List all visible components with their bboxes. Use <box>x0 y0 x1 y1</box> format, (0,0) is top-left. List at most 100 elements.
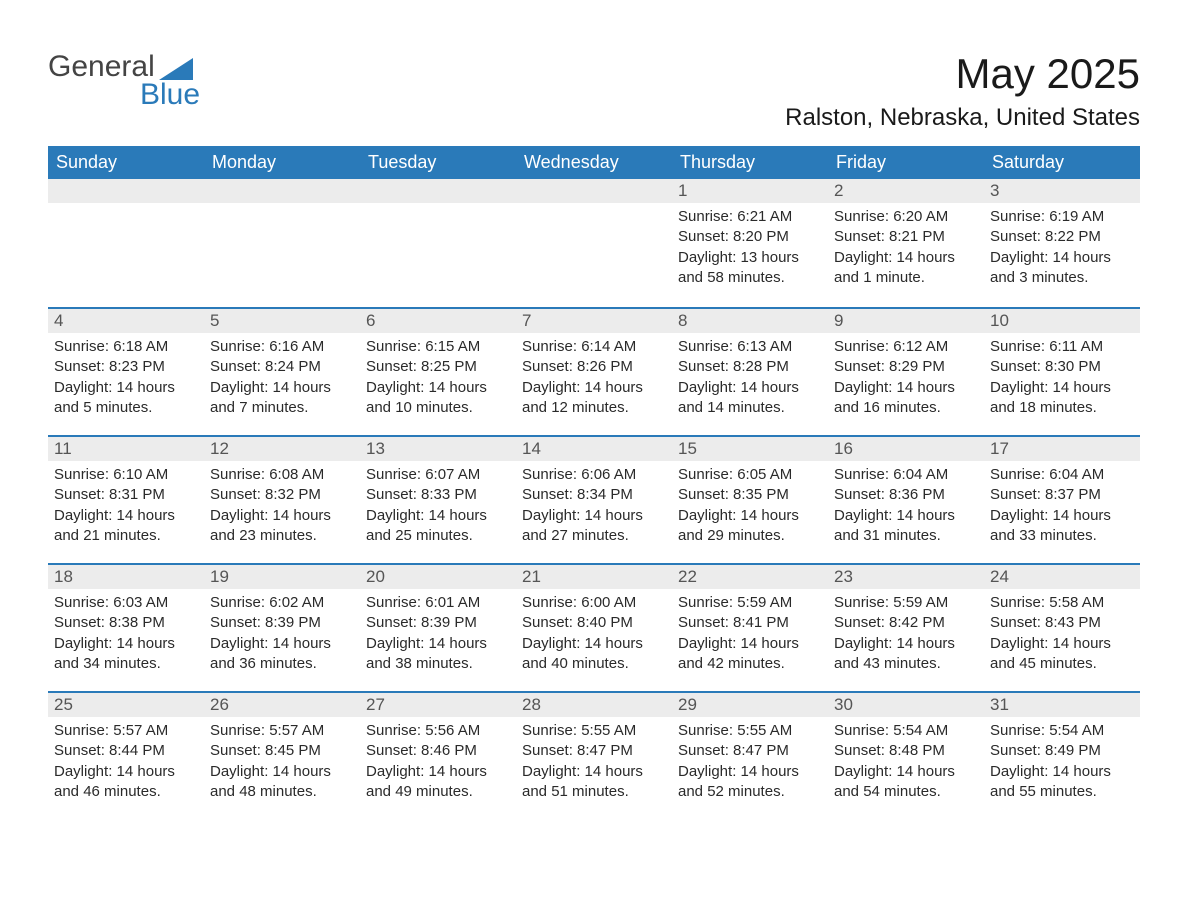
day-number: 9 <box>828 307 984 333</box>
sunrise-line: Sunrise: 6:00 AM <box>522 593 666 613</box>
sunrise-line: Sunrise: 5:55 AM <box>522 721 666 741</box>
daylight-line: Daylight: 14 hours and 12 minutes. <box>522 378 666 419</box>
daylight-line: Daylight: 14 hours and 55 minutes. <box>990 762 1134 803</box>
sunrise-line: Sunrise: 6:21 AM <box>678 207 822 227</box>
calendar-cell: 1Sunrise: 6:21 AMSunset: 8:20 PMDaylight… <box>672 179 828 307</box>
calendar-cell: 8Sunrise: 6:13 AMSunset: 8:28 PMDaylight… <box>672 307 828 435</box>
calendar-cell: 22Sunrise: 5:59 AMSunset: 8:41 PMDayligh… <box>672 563 828 691</box>
day-details: Sunrise: 5:59 AMSunset: 8:41 PMDaylight:… <box>672 589 828 684</box>
day-number: 6 <box>360 307 516 333</box>
sunset-line: Sunset: 8:31 PM <box>54 485 198 505</box>
calendar-cell: 11Sunrise: 6:10 AMSunset: 8:31 PMDayligh… <box>48 435 204 563</box>
day-details: Sunrise: 6:18 AMSunset: 8:23 PMDaylight:… <box>48 333 204 428</box>
sunset-line: Sunset: 8:44 PM <box>54 741 198 761</box>
sunrise-line: Sunrise: 6:05 AM <box>678 465 822 485</box>
sunset-line: Sunset: 8:46 PM <box>366 741 510 761</box>
calendar-cell: 31Sunrise: 5:54 AMSunset: 8:49 PMDayligh… <box>984 691 1140 819</box>
sunrise-line: Sunrise: 5:54 AM <box>990 721 1134 741</box>
day-details: Sunrise: 6:20 AMSunset: 8:21 PMDaylight:… <box>828 203 984 298</box>
calendar-cell: . <box>48 179 204 307</box>
day-number: 23 <box>828 563 984 589</box>
sunset-line: Sunset: 8:49 PM <box>990 741 1134 761</box>
day-number: 30 <box>828 691 984 717</box>
day-number: 15 <box>672 435 828 461</box>
col-sunday: Sunday <box>48 146 204 179</box>
location-subtitle: Ralston, Nebraska, United States <box>785 104 1140 132</box>
day-details: Sunrise: 6:16 AMSunset: 8:24 PMDaylight:… <box>204 333 360 428</box>
sunset-line: Sunset: 8:21 PM <box>834 227 978 247</box>
calendar-week: 11 Sunrise: 6:10 AMSunset: 8:31 PM Dayligh… <box>48 435 1140 563</box>
calendar-cell: 26Sunrise: 5:57 AMSunset: 8:45 PMDayligh… <box>204 691 360 819</box>
day-number: 3 <box>984 179 1140 203</box>
sunrise-line: Sunrise: 6:13 AM <box>678 337 822 357</box>
day-details: Sunrise: 6:19 AMSunset: 8:22 PMDaylight:… <box>984 203 1140 298</box>
day-number: 20 <box>360 563 516 589</box>
sunset-line: Sunset: 8:35 PM <box>678 485 822 505</box>
daylight-line: Daylight: 14 hours and 46 minutes. <box>54 762 198 803</box>
daylight-line: Daylight: 14 hours and 54 minutes. <box>834 762 978 803</box>
sunset-line: Sunset: 8:23 PM <box>54 357 198 377</box>
calendar-cell: 30Sunrise: 5:54 AMSunset: 8:48 PMDayligh… <box>828 691 984 819</box>
daylight-line: Daylight: 14 hours and 1 minute. <box>834 248 978 289</box>
day-number: 17 <box>984 435 1140 461</box>
daylight-line: Daylight: 14 hours and 7 minutes. <box>210 378 354 419</box>
sunset-line: Sunset: 8:43 PM <box>990 613 1134 633</box>
sunrise-line: Sunrise: 6:12 AM <box>834 337 978 357</box>
day-number: 7 <box>516 307 672 333</box>
calendar-cell: 21Sunrise: 6:00 AMSunset: 8:40 PMDayligh… <box>516 563 672 691</box>
calendar-cell: 23Sunrise: 5:59 AMSunset: 8:42 PMDayligh… <box>828 563 984 691</box>
day-number: 18 <box>48 563 204 589</box>
sunrise-line: Sunrise: 6:18 AM <box>54 337 198 357</box>
calendar-cell: 5Sunrise: 6:16 AMSunset: 8:24 PMDaylight… <box>204 307 360 435</box>
sunset-line: Sunset: 8:30 PM <box>990 357 1134 377</box>
sunrise-line: Sunrise: 5:56 AM <box>366 721 510 741</box>
day-details: Sunrise: 6:11 AMSunset: 8:30 PMDaylight:… <box>984 333 1140 428</box>
col-thursday: Thursday <box>672 146 828 179</box>
day-details: Sunrise: 5:58 AMSunset: 8:43 PMDaylight:… <box>984 589 1140 684</box>
day-details: Sunrise: 6:04 AMSunset: 8:37 PMDaylight:… <box>984 461 1140 556</box>
day-number: 27 <box>360 691 516 717</box>
daylight-line: Daylight: 14 hours and 25 minutes. <box>366 506 510 547</box>
sunset-line: Sunset: 8:45 PM <box>210 741 354 761</box>
daylight-line: Daylight: 14 hours and 16 minutes. <box>834 378 978 419</box>
calendar-cell: 13Sunrise: 6:07 AMSunset: 8:33 PMDayligh… <box>360 435 516 563</box>
sunset-line: Sunset: 8:38 PM <box>54 613 198 633</box>
calendar-cell: 3Sunrise: 6:19 AMSunset: 8:22 PMDaylight… <box>984 179 1140 307</box>
col-friday: Friday <box>828 146 984 179</box>
sunset-line: Sunset: 8:40 PM <box>522 613 666 633</box>
calendar-cell: 14Sunrise: 6:06 AMSunset: 8:34 PMDayligh… <box>516 435 672 563</box>
sunrise-line: Sunrise: 5:54 AM <box>834 721 978 741</box>
sunrise-line: Sunrise: 6:07 AM <box>366 465 510 485</box>
day-number: 14 <box>516 435 672 461</box>
day-number: 31 <box>984 691 1140 717</box>
weekday-header-row: Sunday Monday Tuesday Wednesday Thursday… <box>48 146 1140 179</box>
calendar-cell: 29Sunrise: 5:55 AMSunset: 8:47 PMDayligh… <box>672 691 828 819</box>
day-number: 11 <box>48 435 204 461</box>
daylight-line: Daylight: 14 hours and 18 minutes. <box>990 378 1134 419</box>
sunrise-line: Sunrise: 6:14 AM <box>522 337 666 357</box>
day-details: Sunrise: 6:02 AMSunset: 8:39 PMDaylight:… <box>204 589 360 684</box>
sunrise-line: Sunrise: 6:04 AM <box>834 465 978 485</box>
title-block: May 2025 Ralston, Nebraska, United State… <box>785 50 1140 132</box>
sunrise-line: Sunrise: 5:55 AM <box>678 721 822 741</box>
day-number: . <box>48 179 204 203</box>
sunset-line: Sunset: 8:25 PM <box>366 357 510 377</box>
day-details: Sunrise: 6:03 AMSunset: 8:38 PMDaylight:… <box>48 589 204 684</box>
day-number: 24 <box>984 563 1140 589</box>
daylight-line: Daylight: 14 hours and 49 minutes. <box>366 762 510 803</box>
daylight-line: Daylight: 14 hours and 52 minutes. <box>678 762 822 803</box>
calendar-cell: 4Sunrise: 6:18 AMSunset: 8:23 PMDaylight… <box>48 307 204 435</box>
sunset-line: Sunset: 8:47 PM <box>522 741 666 761</box>
daylight-line: Daylight: 14 hours and 23 minutes. <box>210 506 354 547</box>
day-details: Sunrise: 5:54 AMSunset: 8:49 PMDaylight:… <box>984 717 1140 812</box>
day-number: 22 <box>672 563 828 589</box>
day-number: 1 <box>672 179 828 203</box>
sunset-line: Sunset: 8:34 PM <box>522 485 666 505</box>
calendar-cell: 7Sunrise: 6:14 AMSunset: 8:26 PMDaylight… <box>516 307 672 435</box>
col-monday: Monday <box>204 146 360 179</box>
day-number: 26 <box>204 691 360 717</box>
sunrise-line: Sunrise: 6:04 AM <box>990 465 1134 485</box>
calendar-cell: 16Sunrise: 6:04 AMSunset: 8:36 PMDayligh… <box>828 435 984 563</box>
sunrise-line: Sunrise: 6:10 AM <box>54 465 198 485</box>
col-saturday: Saturday <box>984 146 1140 179</box>
